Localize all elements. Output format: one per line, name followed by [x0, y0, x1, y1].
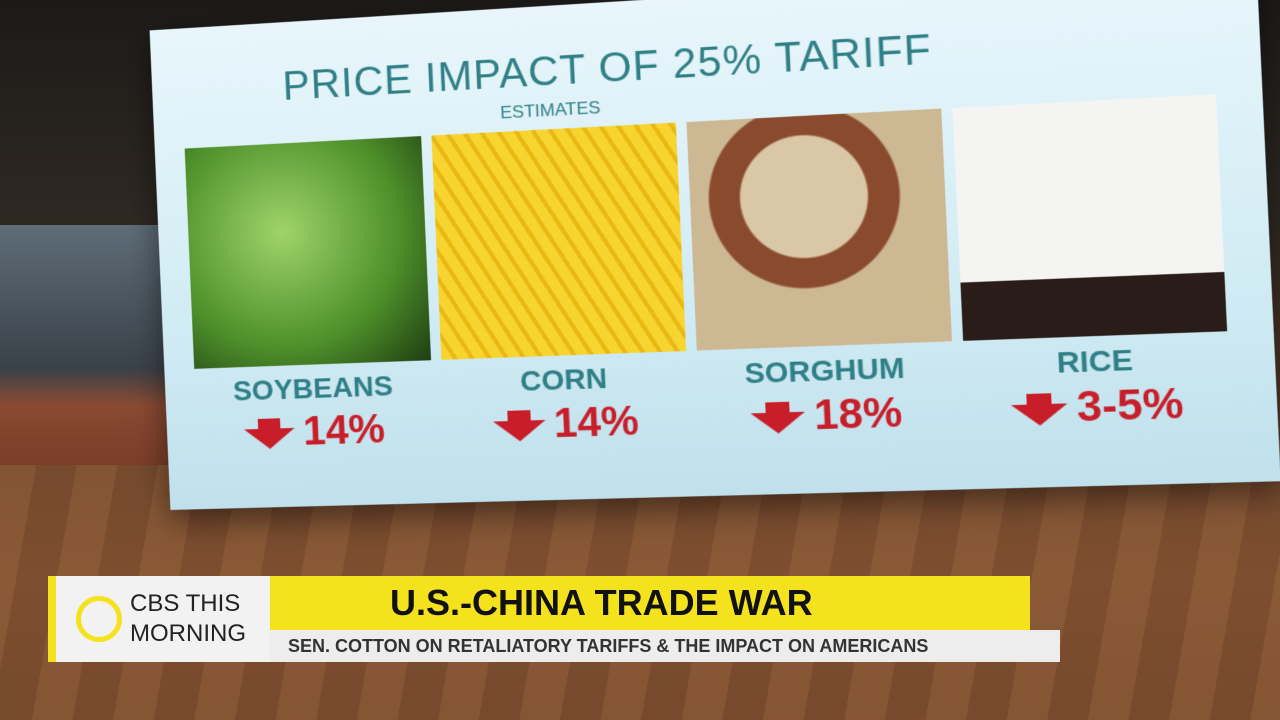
- logo-eye: [76, 596, 122, 642]
- graphic-panel: PRICE IMPACT OF 25% TARIFF ESTIMATES SOY…: [149, 0, 1280, 510]
- item-change: 14%: [443, 397, 690, 451]
- item-label: SOYBEANS: [232, 369, 394, 407]
- item-label: RICE: [1056, 343, 1134, 380]
- logo-text: MORNING: [130, 620, 246, 647]
- arrow-shape: [1010, 392, 1069, 426]
- studio-shelf: [0, 225, 180, 465]
- logo: CBS THIS MORNING: [48, 576, 270, 662]
- arrow-shape: [750, 400, 807, 434]
- food-photo: [951, 94, 1228, 341]
- item: SORGHUM 18%: [686, 108, 957, 465]
- food-photo: [686, 108, 952, 351]
- item: CORN 14%: [430, 122, 691, 473]
- food-photo: [430, 122, 687, 360]
- item: SOYBEANS 14%: [184, 136, 436, 479]
- down-arrow: [750, 400, 807, 434]
- down-arrow: [1010, 392, 1069, 426]
- change-value: 14%: [552, 398, 640, 447]
- arrow-shape: [492, 409, 547, 442]
- down-arrow: [492, 409, 547, 442]
- down-arrow: [243, 417, 296, 450]
- item-change: 3-5%: [965, 379, 1232, 435]
- item: RICE 3-5%: [951, 94, 1233, 457]
- item-label: SORGHUM: [743, 351, 906, 390]
- change-value: 14%: [302, 406, 386, 454]
- item-change: 18%: [699, 388, 956, 443]
- headline: U.S.-CHINA TRADE WAR: [270, 576, 1030, 630]
- change-value: 3-5%: [1075, 380, 1185, 431]
- food-photo: [184, 136, 431, 369]
- item-change: 14%: [196, 405, 434, 458]
- graphic-title: PRICE IMPACT OF 25% TARIFF: [281, 26, 933, 109]
- subheadline: SEN. COTTON ON RETALIATORY TARIFFS & THE…: [270, 630, 1060, 662]
- logo-text: CBS THIS: [130, 590, 241, 617]
- arrow-shape: [243, 417, 296, 450]
- item-label: CORN: [519, 362, 608, 398]
- graphic-subtitle: ESTIMATES: [499, 97, 601, 123]
- change-value: 18%: [812, 389, 904, 439]
- lower-third: CBS THIS MORNING U.S.-CHINA TRADE WAR SE…: [48, 576, 1060, 662]
- items: SOYBEANS 14% CORN 14% SORGHUM 18% RICE 3-5%: [184, 94, 1233, 479]
